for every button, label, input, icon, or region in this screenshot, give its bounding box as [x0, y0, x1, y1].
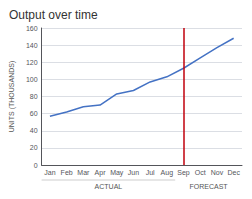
svg-text:Aug: Aug — [161, 169, 174, 177]
svg-text:120: 120 — [26, 59, 38, 66]
svg-text:May: May — [110, 169, 124, 177]
svg-text:ACTUAL: ACTUAL — [95, 183, 123, 190]
svg-text:Sep: Sep — [177, 169, 190, 177]
svg-text:Feb: Feb — [61, 169, 73, 176]
svg-text:20: 20 — [30, 144, 38, 151]
svg-text:Dec: Dec — [227, 169, 240, 176]
svg-text:Jun: Jun — [128, 169, 139, 176]
svg-text:Jan: Jan — [44, 169, 55, 176]
svg-text:Mar: Mar — [77, 169, 90, 176]
svg-text:0: 0 — [34, 162, 38, 169]
svg-text:100: 100 — [26, 76, 38, 83]
svg-text:Apr: Apr — [95, 169, 107, 177]
svg-text:40: 40 — [30, 127, 38, 134]
svg-text:FORECAST: FORECAST — [190, 183, 229, 190]
svg-text:Output over time: Output over time — [9, 8, 98, 22]
svg-text:140: 140 — [26, 42, 38, 49]
svg-text:160: 160 — [26, 25, 38, 32]
svg-text:Oct: Oct — [195, 169, 206, 176]
svg-text:60: 60 — [30, 110, 38, 117]
svg-text:UNITS (THOUSANDS): UNITS (THOUSANDS) — [8, 61, 16, 133]
svg-text:Nov: Nov — [211, 169, 224, 176]
svg-text:Jul: Jul — [146, 169, 155, 176]
svg-text:80: 80 — [30, 93, 38, 100]
